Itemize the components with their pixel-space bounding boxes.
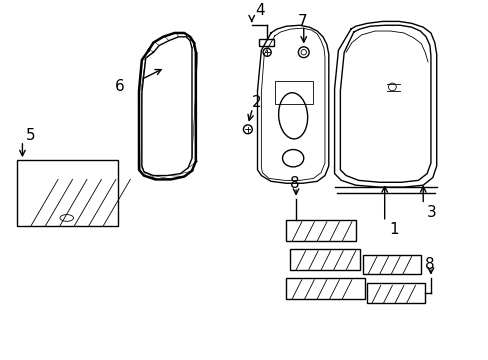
- Text: 8: 8: [424, 257, 434, 272]
- Text: 6: 6: [115, 80, 124, 94]
- Bar: [286, 278, 365, 299]
- Text: 3: 3: [426, 205, 436, 220]
- Bar: [286, 220, 355, 241]
- Bar: [259, 39, 273, 46]
- Bar: [363, 255, 421, 274]
- Text: 5: 5: [26, 127, 36, 143]
- Text: 4: 4: [255, 3, 264, 18]
- Bar: [290, 249, 359, 270]
- Bar: [17, 160, 118, 226]
- Text: 7: 7: [297, 14, 307, 29]
- Text: 8: 8: [290, 176, 299, 191]
- Text: 2: 2: [251, 95, 261, 110]
- Bar: [366, 283, 424, 303]
- Text: 1: 1: [389, 222, 398, 237]
